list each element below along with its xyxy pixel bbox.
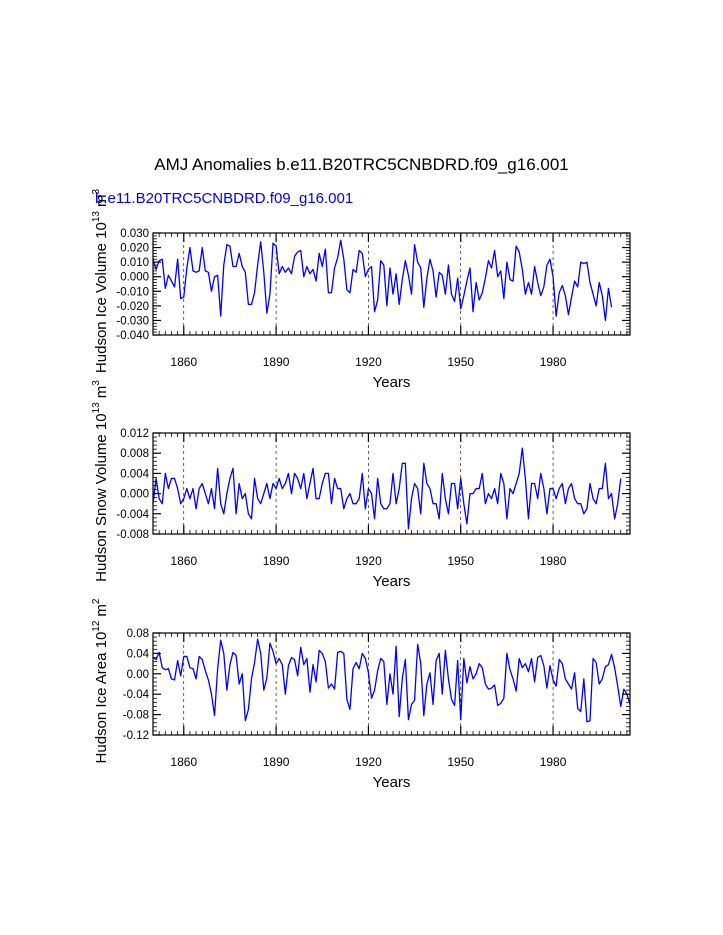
y-tick-label: -0.008 [116, 529, 149, 541]
x-tick-label: 1980 [540, 554, 567, 568]
y-tick-label: 0.000 [120, 489, 149, 501]
case-subtitle: b.e11.B20TRC5CNBDRD.f09_g16.001 [95, 190, 354, 207]
y-axis-title-text: Hudson Snow Volume 10 [93, 413, 110, 581]
y-tick-label: -0.010 [116, 286, 149, 298]
page-title: AMJ Anomalies b.e11.B20TRC5CNBDRD.f09_g1… [154, 155, 569, 174]
y-axis-title: Hudson Ice Volume 1013 m3 [91, 189, 110, 374]
y-axis-title-exponent: 13 [91, 211, 102, 223]
y-tick-label: -0.12 [123, 730, 149, 742]
x-tick-label: 1980 [540, 355, 567, 369]
y-axis-title-text: Hudson Ice Volume 10 [93, 222, 110, 373]
y-axis-title-exponent: 13 [91, 402, 102, 414]
series-line [152, 239, 613, 322]
x-tick-label: 1950 [447, 355, 474, 369]
x-tick-label: 1980 [540, 755, 567, 769]
x-tick-label: 1950 [447, 554, 474, 568]
x-tick-label: 1860 [170, 755, 197, 769]
y-tick-label: 0.010 [120, 257, 149, 269]
plot-frame [152, 232, 631, 336]
y-axis-title-unit-exponent: 2 [91, 598, 102, 604]
ice-volume-chart: 1860 1890 1920 1950 1980 -0.040 -0.030 -0.020 -0… [91, 189, 631, 391]
x-tick-label: 1890 [263, 554, 290, 568]
y-axis-title-unit: m [93, 604, 110, 617]
series-line [152, 638, 631, 723]
ice-area-chart: 1860 1890 1920 1950 1980 -0.12 -0.08 -0.04 0.00 0… [91, 598, 631, 791]
y-tick-label: 0.00 [127, 669, 149, 681]
y-tick-label: -0.030 [116, 315, 149, 327]
y-tick-label: -0.020 [116, 301, 149, 313]
y-axis-title-exponent: 12 [91, 620, 102, 632]
snow-volume-chart: 1860 1890 1920 1950 1980 -0.008 -0.004 0.000 0.0… [91, 380, 631, 590]
y-tick-label: 0.008 [120, 448, 149, 460]
series-line [152, 447, 622, 530]
y-tick-label: -0.004 [116, 509, 149, 521]
x-tick-label: 1890 [263, 755, 290, 769]
y-axis-title-text: Hudson Ice Area 10 [93, 632, 110, 764]
y-tick-label: 0.020 [120, 243, 149, 255]
x-axis-title: Years [373, 573, 411, 590]
y-tick-label: -0.04 [123, 689, 150, 701]
plot-frame [152, 432, 631, 535]
y-axis-title-unit: m [93, 386, 110, 399]
x-tick-label: 1860 [170, 554, 197, 568]
y-tick-label: -0.08 [123, 710, 149, 722]
y-axis-title: Hudson Snow Volume 1013 m3 [91, 380, 110, 582]
x-tick-label: 1890 [263, 355, 290, 369]
x-tick-label: 1950 [447, 755, 474, 769]
x-tick-label: 1920 [355, 755, 382, 769]
y-tick-label: 0.04 [127, 648, 150, 660]
y-tick-label: 0.08 [127, 628, 149, 640]
x-axis-title: Years [373, 774, 411, 791]
y-tick-label: 0.000 [120, 272, 149, 284]
y-tick-label: 0.030 [120, 228, 149, 240]
x-tick-label: 1920 [355, 554, 382, 568]
x-axis-title: Years [373, 374, 411, 391]
y-axis-title-unit-exponent: 3 [91, 189, 102, 195]
y-tick-label: -0.040 [116, 330, 149, 342]
y-axis-title-unit: m [93, 195, 110, 208]
y-axis-title: Hudson Ice Area 1012 m2 [91, 598, 110, 763]
y-tick-label: 0.004 [120, 468, 149, 480]
x-tick-label: 1860 [170, 355, 197, 369]
plot-frame [152, 632, 631, 736]
x-tick-label: 1920 [355, 355, 382, 369]
y-tick-label: 0.012 [120, 428, 149, 440]
y-axis-title-unit-exponent: 3 [91, 380, 102, 386]
